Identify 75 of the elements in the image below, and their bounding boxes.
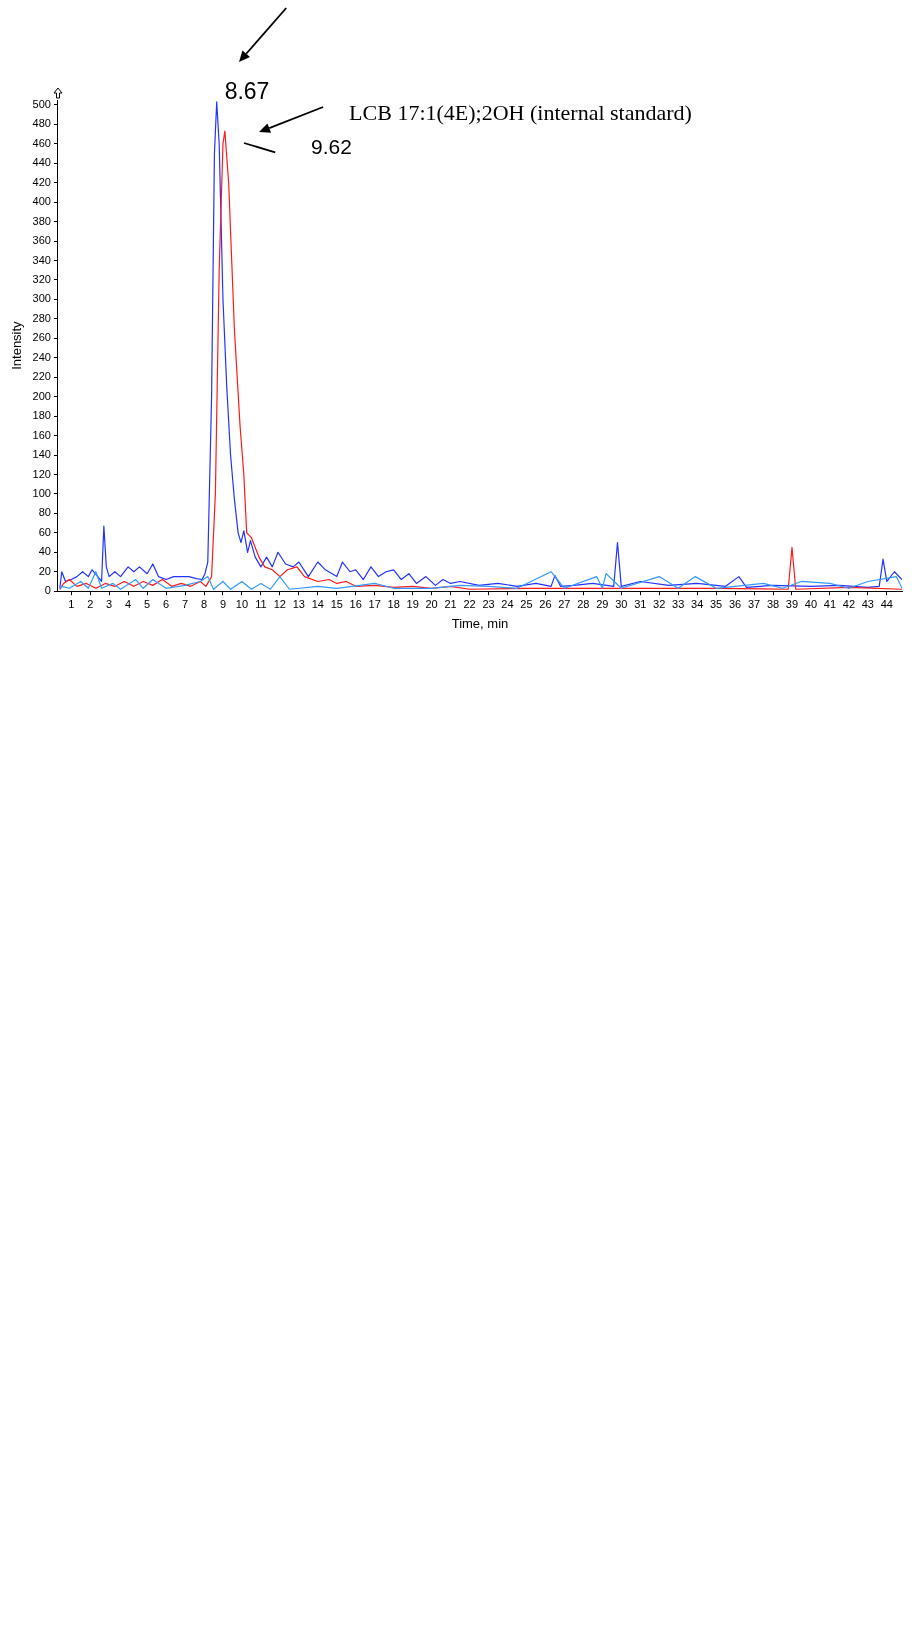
x-axis-title: Time, min	[451, 615, 509, 631]
y-tick-label: 180	[32, 409, 51, 422]
x-tick-label: 19	[406, 597, 419, 610]
x-tick-label: 40	[804, 597, 818, 610]
x-tick-label: 24	[501, 597, 514, 610]
y-tick-label: 420	[32, 175, 51, 188]
x-tick-label: 3	[106, 597, 113, 610]
y-tick-label: 260	[32, 331, 51, 344]
x-tick-label: 28	[577, 597, 590, 610]
x-tick-label: 11	[255, 597, 267, 610]
x-tick-label: 32	[653, 597, 666, 610]
x-tick-label: 25	[520, 597, 533, 610]
y-tick-label: 500	[32, 97, 51, 110]
x-tick-label: 21	[444, 597, 457, 610]
y-tick-label: 100	[32, 486, 51, 499]
x-tick-label: 38	[766, 597, 780, 610]
x-tick-label: 20	[425, 597, 438, 610]
x-tick-label: 27	[558, 597, 571, 610]
x-tick-label: 26	[539, 597, 552, 610]
x-tick-label: 29	[596, 597, 609, 610]
x-tick-label: 6	[163, 597, 170, 610]
x-tick-label: 7	[181, 597, 189, 610]
x-tick-label: 23	[482, 597, 495, 610]
x-tick-label: 43	[861, 597, 874, 610]
y-tick-label: 360	[32, 234, 51, 247]
x-tick-label: 14	[311, 597, 324, 610]
x-tick-label: 33	[672, 597, 685, 610]
y-tick-label: 20	[38, 564, 51, 577]
x-tick-label: 36	[728, 597, 742, 610]
y-tick-label: 140	[32, 448, 51, 461]
y-tick-label: 40	[38, 545, 51, 558]
x-tick-label: 9	[219, 597, 227, 610]
y-tick-label: 480	[32, 117, 51, 130]
x-tick-label: 18	[387, 597, 400, 610]
y-tick-label: 160	[32, 428, 51, 441]
annotation: 9.62	[310, 135, 352, 159]
x-tick-label: 31	[634, 597, 647, 610]
annotation: LCB 17:1(4E);2OH (internal standard)	[349, 100, 692, 126]
x-tick-label: 30	[615, 597, 628, 610]
y-tick-label: 320	[32, 272, 51, 285]
x-tick-label: 5	[144, 597, 151, 610]
y-tick-label: 120	[32, 467, 51, 480]
y-tick-label: 220	[32, 370, 51, 383]
y-tick-label: 440	[32, 156, 51, 169]
x-tick-label: 35	[709, 597, 723, 610]
x-tick-label: 8	[200, 597, 208, 610]
y-tick-label: 460	[32, 136, 51, 149]
annotation: 8.67	[224, 77, 270, 104]
x-tick-label: 41	[823, 597, 837, 610]
y-tick-label: 280	[32, 311, 51, 324]
y-tick-label: 80	[38, 506, 51, 519]
y-tick-label: 400	[32, 195, 51, 208]
y-tick-label: 0	[44, 584, 51, 597]
x-tick-label: 37	[747, 597, 761, 610]
x-tick-label: 22	[463, 597, 476, 610]
y-tick-label: 60	[38, 525, 51, 538]
x-tick-label: 39	[785, 597, 799, 610]
y-tick-label: 300	[32, 292, 51, 305]
x-tick-label: 17	[368, 597, 381, 610]
x-tick-label: 42	[842, 597, 856, 610]
x-tick-label: 4	[125, 597, 132, 610]
x-tick-label: 13	[292, 597, 305, 610]
y-tick-label: 200	[32, 389, 51, 402]
y-tick-label: 380	[32, 214, 51, 227]
x-tick-label: 10	[235, 597, 249, 610]
x-tick-label: 15	[330, 597, 343, 610]
x-tick-label: 16	[349, 597, 362, 610]
x-tick-label: 2	[87, 597, 94, 610]
x-tick-label: 44	[880, 597, 893, 610]
x-tick-label: 1	[68, 597, 75, 610]
y-tick-label: 240	[32, 350, 51, 363]
y-tick-label: 340	[32, 253, 51, 266]
x-tick-label: 34	[691, 597, 704, 610]
y-axis-title: Intensity	[9, 320, 25, 370]
x-tick-label: 12	[273, 597, 286, 610]
